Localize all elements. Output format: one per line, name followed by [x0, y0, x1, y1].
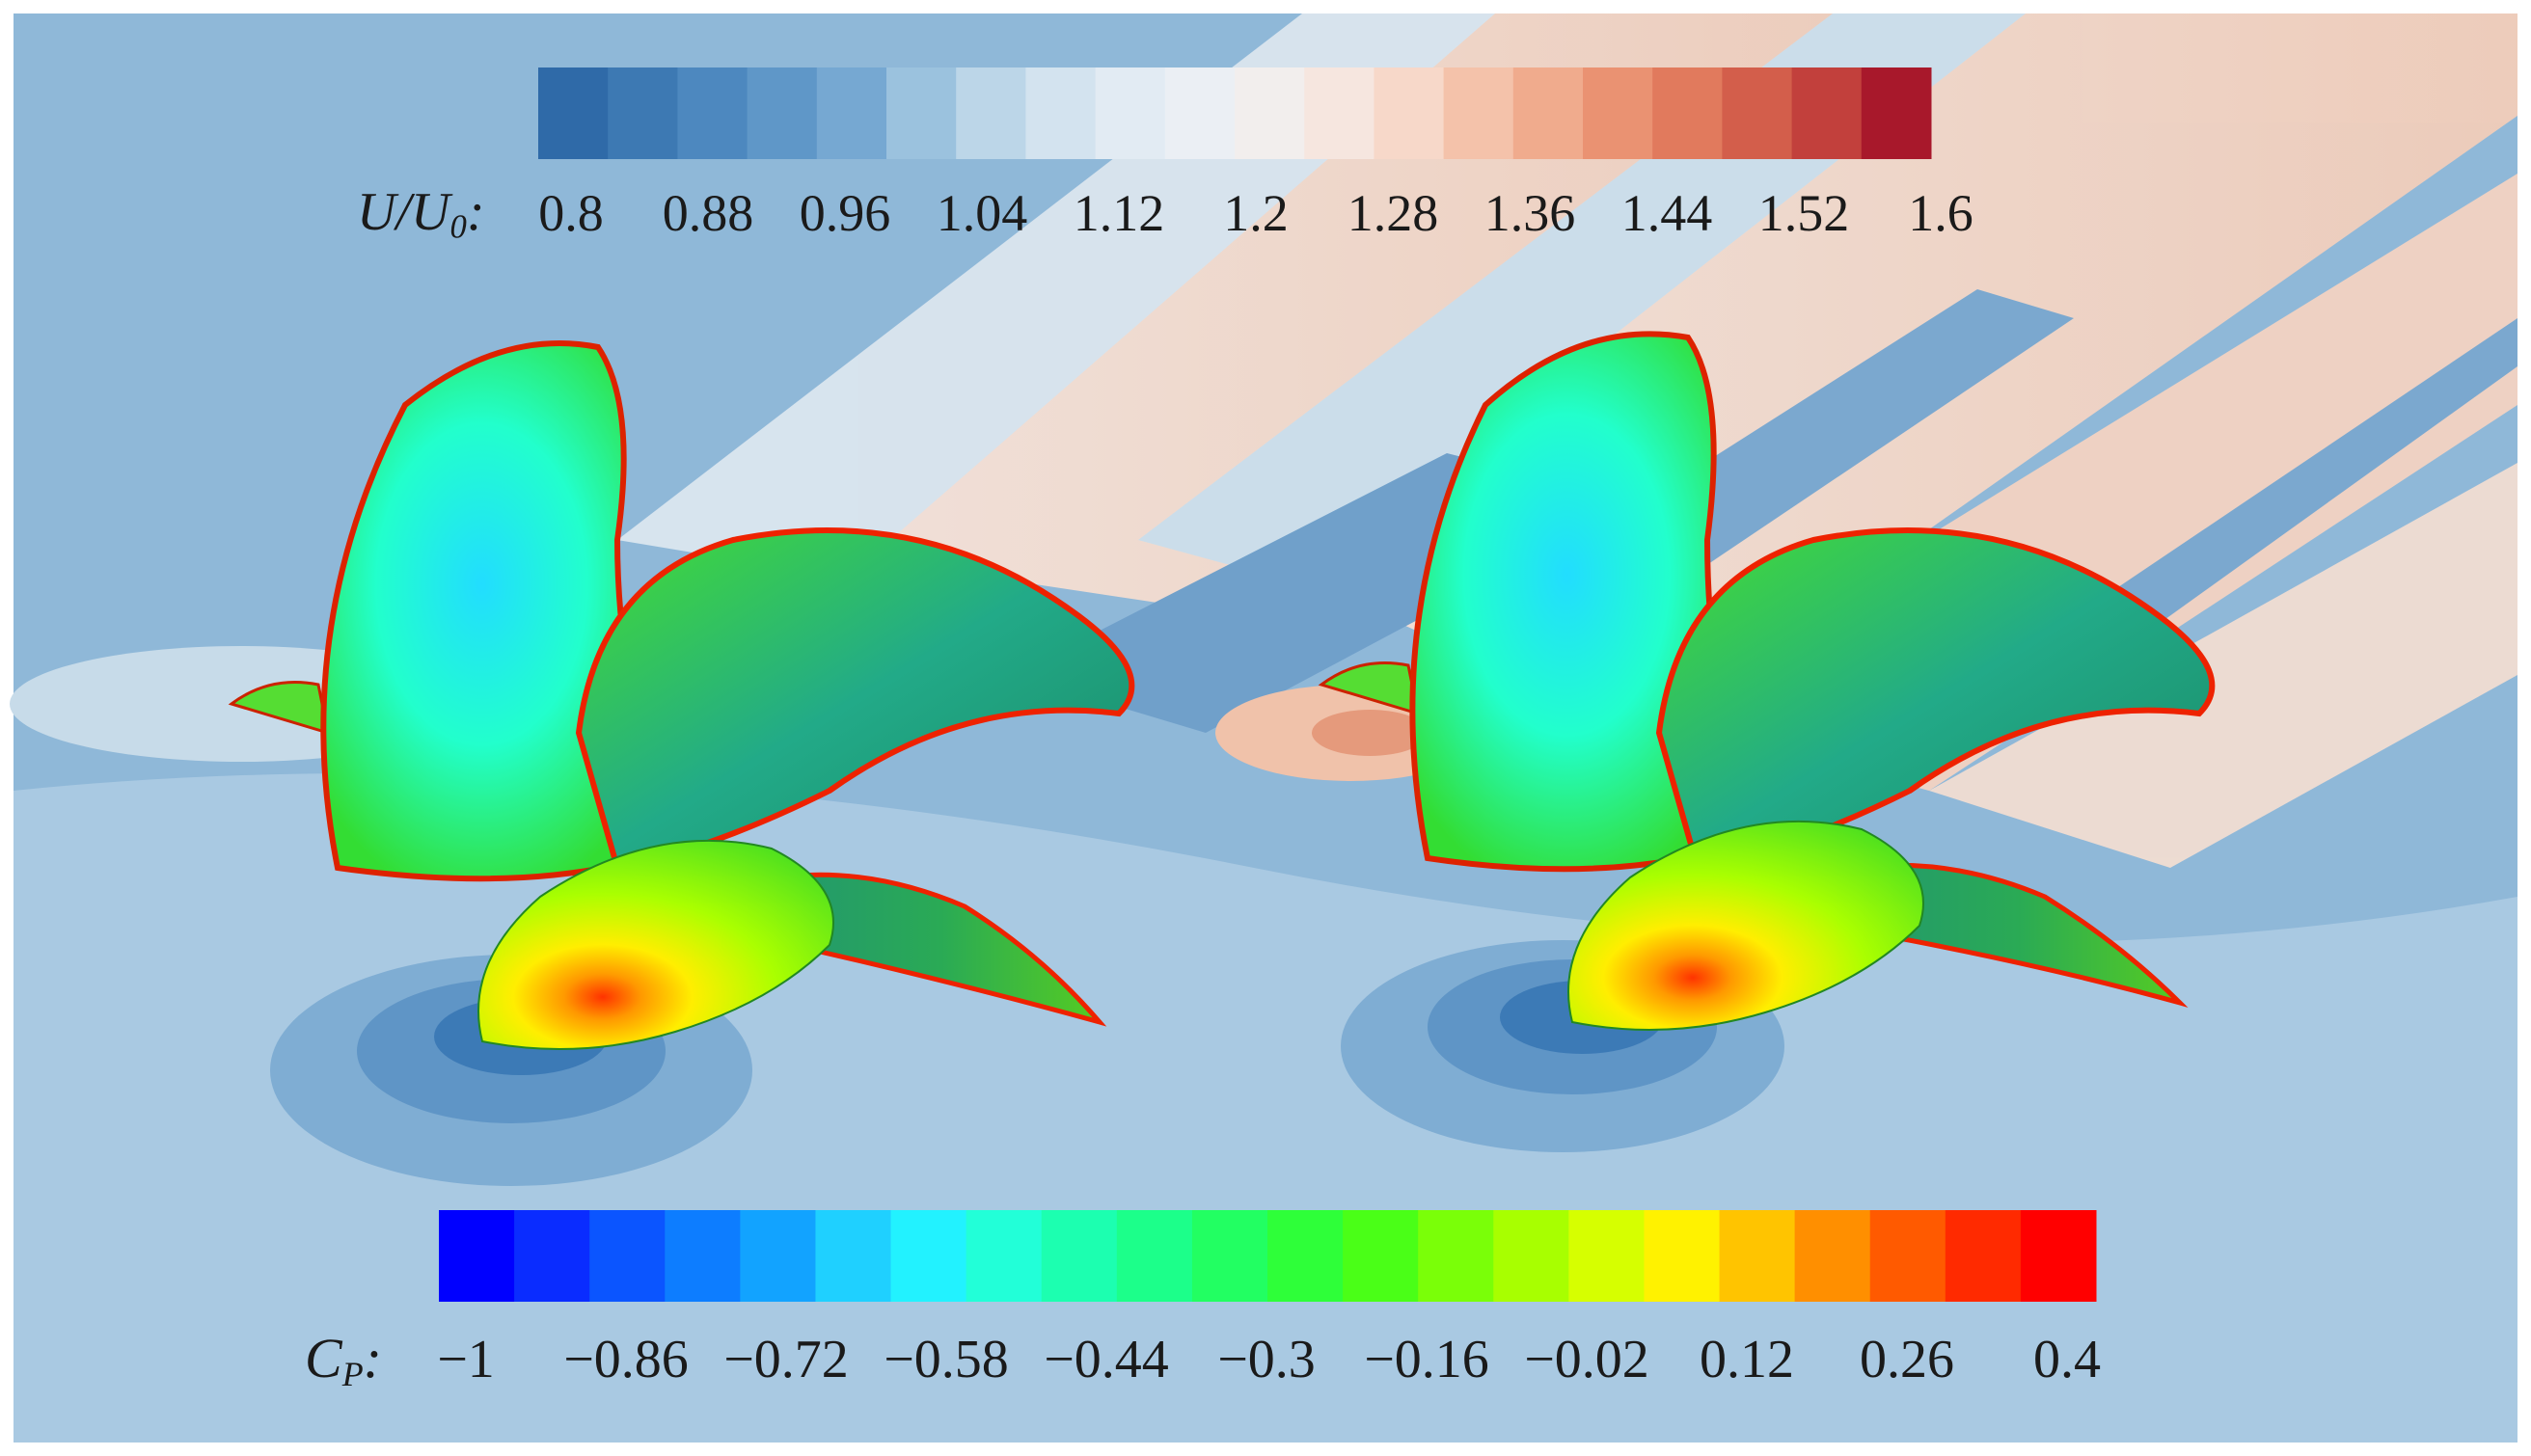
velocity-swatch	[1512, 67, 1584, 159]
velocity-tick-label: 0.88	[662, 184, 754, 242]
pressure-swatch	[439, 1210, 515, 1302]
pressure-swatch	[1267, 1210, 1344, 1302]
velocity-swatch	[1304, 67, 1374, 159]
velocity-tick-label: 1.52	[1757, 184, 1850, 242]
velocity-swatch	[816, 67, 887, 159]
pressure-swatch	[890, 1210, 967, 1302]
velocity-swatch	[1164, 67, 1236, 159]
velocity-swatch	[1443, 67, 1514, 159]
pressure-tick-label: −0.86	[563, 1330, 689, 1389]
pressure-swatch	[1644, 1210, 1721, 1302]
pressure-swatch	[514, 1210, 590, 1302]
pressure-tick-label: −0.44	[1044, 1330, 1169, 1389]
wake-streaks	[617, 13, 2517, 868]
velocity-swatch	[1791, 67, 1863, 159]
pressure-swatch	[1493, 1210, 1569, 1302]
velocity-swatch	[608, 67, 678, 159]
right-propeller	[1318, 331, 2216, 1031]
pressure-swatch	[815, 1210, 892, 1302]
velocity-swatch	[956, 67, 1026, 159]
velocity-swatch	[1861, 67, 1932, 159]
pressure-swatch	[1719, 1210, 1796, 1302]
pressure-swatch	[589, 1210, 666, 1302]
pressure-swatch	[1116, 1210, 1193, 1302]
velocity-swatch	[1095, 67, 1166, 159]
pressure-swatch	[1945, 1210, 2022, 1302]
pressure-swatch	[1869, 1210, 1946, 1302]
pressure-swatch	[1343, 1210, 1419, 1302]
velocity-tick-label: 1.04	[936, 184, 1028, 242]
velocity-swatch	[677, 67, 748, 159]
pressure-tick-label: −1	[437, 1330, 495, 1389]
velocity-tick-label: 1.12	[1073, 184, 1165, 242]
velocity-swatch	[1652, 67, 1723, 159]
velocity-tick-label: 1.2	[1223, 184, 1289, 242]
pressure-swatch	[740, 1210, 816, 1302]
pressure-swatch	[1418, 1210, 1494, 1302]
pressure-swatch	[2020, 1210, 2097, 1302]
pressure-tick-label: −0.72	[723, 1330, 849, 1389]
velocity-legend-variable: U/U0:	[357, 182, 485, 246]
pressure-swatch	[1041, 1210, 1118, 1302]
pressure-colorbar	[439, 1210, 2097, 1302]
velocity-swatch	[1025, 67, 1097, 159]
pressure-tick-label: 0.26	[1860, 1330, 1954, 1389]
velocity-swatch	[538, 67, 609, 159]
pressure-tick-label: −0.58	[884, 1330, 1009, 1389]
pressure-legend-variable: CP:	[305, 1327, 382, 1393]
pressure-tick-label: −0.02	[1524, 1330, 1649, 1389]
velocity-swatch	[1235, 67, 1305, 159]
velocity-swatch	[1583, 67, 1653, 159]
velocity-swatch	[1374, 67, 1445, 159]
velocity-swatch	[1722, 67, 1793, 159]
pressure-tick-label: −0.3	[1217, 1330, 1316, 1389]
velocity-swatch	[886, 67, 957, 159]
velocity-tick-label: 1.36	[1483, 184, 1576, 242]
pressure-tick-label: 0.12	[1700, 1330, 1794, 1389]
velocity-tick-label: 1.6	[1908, 184, 1973, 242]
pressure-swatch	[966, 1210, 1043, 1302]
velocity-tick-label: 1.28	[1347, 184, 1439, 242]
pressure-swatch	[1794, 1210, 1871, 1302]
velocity-tick-label: 1.44	[1620, 184, 1713, 242]
pressure-tick-label: 0.4	[2033, 1330, 2101, 1389]
velocity-swatch	[747, 67, 818, 159]
left-propeller	[228, 340, 1135, 1050]
pressure-swatch	[665, 1210, 741, 1302]
velocity-colorbar	[538, 67, 1932, 159]
velocity-tick-label: 0.8	[538, 184, 604, 242]
pressure-swatch	[1568, 1210, 1645, 1302]
pressure-tick-label: −0.16	[1364, 1330, 1489, 1389]
velocity-tick-label: 0.96	[799, 184, 891, 242]
pressure-swatch	[1191, 1210, 1268, 1302]
